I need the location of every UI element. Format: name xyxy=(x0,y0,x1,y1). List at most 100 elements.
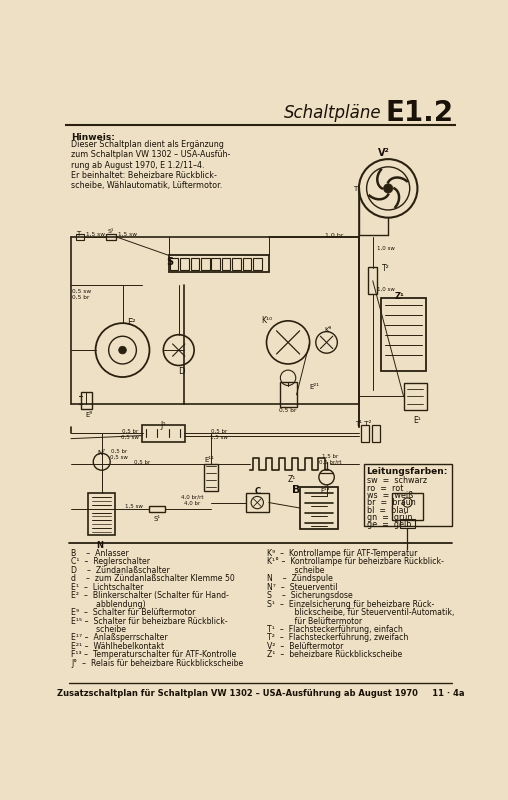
Text: abblendung): abblendung) xyxy=(71,599,146,609)
Text: K⁹: K⁹ xyxy=(325,327,332,333)
Text: 0,5 br: 0,5 br xyxy=(279,408,297,413)
Text: 0,5 br: 0,5 br xyxy=(211,429,227,434)
Text: blickscheibe, für Steuerventil-Automatik,: blickscheibe, für Steuerventil-Automatik… xyxy=(267,608,454,617)
Text: K¹° –  Kontrollampe für beheizbare Rückblick-: K¹° – Kontrollampe für beheizbare Rückbl… xyxy=(267,558,443,566)
Text: T²  –  Flachsteckerführung, zweifach: T² – Flachsteckerführung, zweifach xyxy=(267,634,408,642)
Text: E²¹ –  Wählhebelkontakt: E²¹ – Wählhebelkontakt xyxy=(71,642,164,651)
Text: br  =  braun: br = braun xyxy=(367,498,416,507)
Text: Schaltpläne: Schaltpläne xyxy=(284,104,382,122)
Text: scheibe: scheibe xyxy=(267,566,324,574)
Text: 1,0 br: 1,0 br xyxy=(325,233,343,238)
Text: E²¹: E²¹ xyxy=(310,384,320,390)
Text: T¹ T²: T¹ T² xyxy=(355,421,371,427)
Text: 4,0 br/rt: 4,0 br/rt xyxy=(180,495,203,500)
Text: E⁹: E⁹ xyxy=(86,412,93,418)
Bar xyxy=(190,258,199,270)
Bar xyxy=(243,258,251,270)
Text: N: N xyxy=(97,541,104,550)
Text: 0,5 br/rt: 0,5 br/rt xyxy=(319,459,342,465)
Text: Z¹: Z¹ xyxy=(395,291,404,301)
Text: E¹⁷ –  Anlaßsperrschalter: E¹⁷ – Anlaßsperrschalter xyxy=(71,634,168,642)
Text: E¹  –  Lichtschalter: E¹ – Lichtschalter xyxy=(71,582,143,592)
Text: C¹  –  Reglerschalter: C¹ – Reglerschalter xyxy=(71,558,150,566)
Text: B    –  Anlasser: B – Anlasser xyxy=(71,549,129,558)
Bar xyxy=(222,258,230,270)
Text: N⁷: N⁷ xyxy=(98,450,106,456)
Text: 0,5 br: 0,5 br xyxy=(73,294,90,300)
Text: T²: T² xyxy=(382,264,390,273)
Bar xyxy=(364,464,452,526)
Bar xyxy=(279,382,297,407)
Text: T¹  –  Flachsteckerführung, einfach: T¹ – Flachsteckerführung, einfach xyxy=(267,625,402,634)
Bar xyxy=(368,267,377,294)
Text: 1,5 sw: 1,5 sw xyxy=(86,231,105,236)
Text: ws  =  weiß: ws = weiß xyxy=(367,491,413,500)
Text: Zusatzschaltplan für Schaltplan VW 1302 – USA-Ausführung ab August 1970     11 ·: Zusatzschaltplan für Schaltplan VW 1302 … xyxy=(56,689,464,698)
Bar xyxy=(169,255,269,272)
Text: 0,5 sw: 0,5 sw xyxy=(121,435,139,440)
Bar xyxy=(253,258,262,270)
Bar xyxy=(392,493,423,520)
Text: S¹  –  Einzelsicherung für beheizbare Rück-: S¹ – Einzelsicherung für beheizbare Rück… xyxy=(267,599,434,609)
Text: F¹³ –  Temperaturschalter für ATF-Kontrolle: F¹³ – Temperaturschalter für ATF-Kontrol… xyxy=(71,650,236,659)
Text: für Belüftermotor: für Belüftermotor xyxy=(267,617,362,626)
Circle shape xyxy=(119,346,126,354)
Text: E¹¹: E¹¹ xyxy=(205,457,214,463)
Text: scheibe: scheibe xyxy=(71,625,126,634)
Text: 1,0 sw: 1,0 sw xyxy=(376,287,395,292)
Bar xyxy=(403,383,427,410)
Text: 0,5 br: 0,5 br xyxy=(122,429,138,434)
Text: Dieser Schaltplan dient als Ergänzung
zum Schaltplan VW 1302 – USA-Ausfüh-
rung : Dieser Schaltplan dient als Ergänzung zu… xyxy=(71,140,230,190)
Bar xyxy=(204,464,218,490)
Text: E1.2: E1.2 xyxy=(386,99,454,127)
Text: bl  =  blau: bl = blau xyxy=(367,506,408,514)
Text: N⁷  –  Steuerventil: N⁷ – Steuerventil xyxy=(267,582,337,592)
Circle shape xyxy=(384,184,393,193)
Text: 1,5 br: 1,5 br xyxy=(322,454,338,459)
Text: D: D xyxy=(178,367,184,376)
Text: ro  =  rot: ro = rot xyxy=(367,484,403,493)
Text: 0,5 sw: 0,5 sw xyxy=(110,455,128,460)
Text: V²: V² xyxy=(378,148,390,158)
Text: S: S xyxy=(167,257,174,266)
Text: B: B xyxy=(292,485,300,495)
Text: T: T xyxy=(353,186,357,192)
Bar xyxy=(106,234,116,240)
Text: T: T xyxy=(77,230,81,237)
Bar xyxy=(142,425,184,442)
Bar xyxy=(211,258,220,270)
Text: J⁰: J⁰ xyxy=(161,421,166,430)
Bar xyxy=(76,234,84,240)
Bar xyxy=(246,493,269,512)
Text: gn  =  grün: gn = grün xyxy=(367,513,412,522)
Text: E¹: E¹ xyxy=(413,415,421,425)
Bar xyxy=(88,493,115,535)
Text: K¹⁰: K¹⁰ xyxy=(261,316,272,326)
Bar xyxy=(372,425,379,442)
Text: S¹: S¹ xyxy=(108,230,114,234)
Text: 1,5 sw: 1,5 sw xyxy=(210,435,228,440)
Text: 1,0 sw: 1,0 sw xyxy=(376,246,395,251)
Bar xyxy=(170,258,178,270)
Text: Leitungsfarben:: Leitungsfarben: xyxy=(367,467,448,476)
Text: Z¹: Z¹ xyxy=(288,475,296,484)
Text: 0,5 sw: 0,5 sw xyxy=(73,289,91,294)
Text: d    –  zum Zündanlaßschalter Klemme 50: d – zum Zündanlaßschalter Klemme 50 xyxy=(71,574,235,583)
Bar xyxy=(180,258,189,270)
Text: D    –  Zündanlaßschalter: D – Zündanlaßschalter xyxy=(71,566,170,574)
Text: ge  =  gelb: ge = gelb xyxy=(367,520,411,530)
Text: V²  –  Belüftermotor: V² – Belüftermotor xyxy=(267,642,343,651)
Text: 0,5 br: 0,5 br xyxy=(111,449,127,454)
Text: E¹⁵ –  Schalter für beheizbare Rückblick-: E¹⁵ – Schalter für beheizbare Rückblick- xyxy=(71,617,228,626)
Text: 4,0 br: 4,0 br xyxy=(184,501,200,506)
Text: sw  =  schwarz: sw = schwarz xyxy=(367,476,427,486)
Text: E²: E² xyxy=(128,318,136,326)
Text: 1,5 sw: 1,5 sw xyxy=(118,231,137,236)
Text: E⁹  –  Schalter für Belüftermotor: E⁹ – Schalter für Belüftermotor xyxy=(71,608,195,617)
Text: J°  –  Relais für beheizbare Rückblickscheibe: J° – Relais für beheizbare Rückblicksche… xyxy=(71,659,243,668)
Bar xyxy=(201,258,209,270)
Text: Z¹  –  beheizbare Rückblickscheibe: Z¹ – beheizbare Rückblickscheibe xyxy=(267,650,402,659)
Bar xyxy=(361,425,369,442)
Text: S    –  Sicherungsdose: S – Sicherungsdose xyxy=(267,591,352,600)
Bar xyxy=(232,258,241,270)
